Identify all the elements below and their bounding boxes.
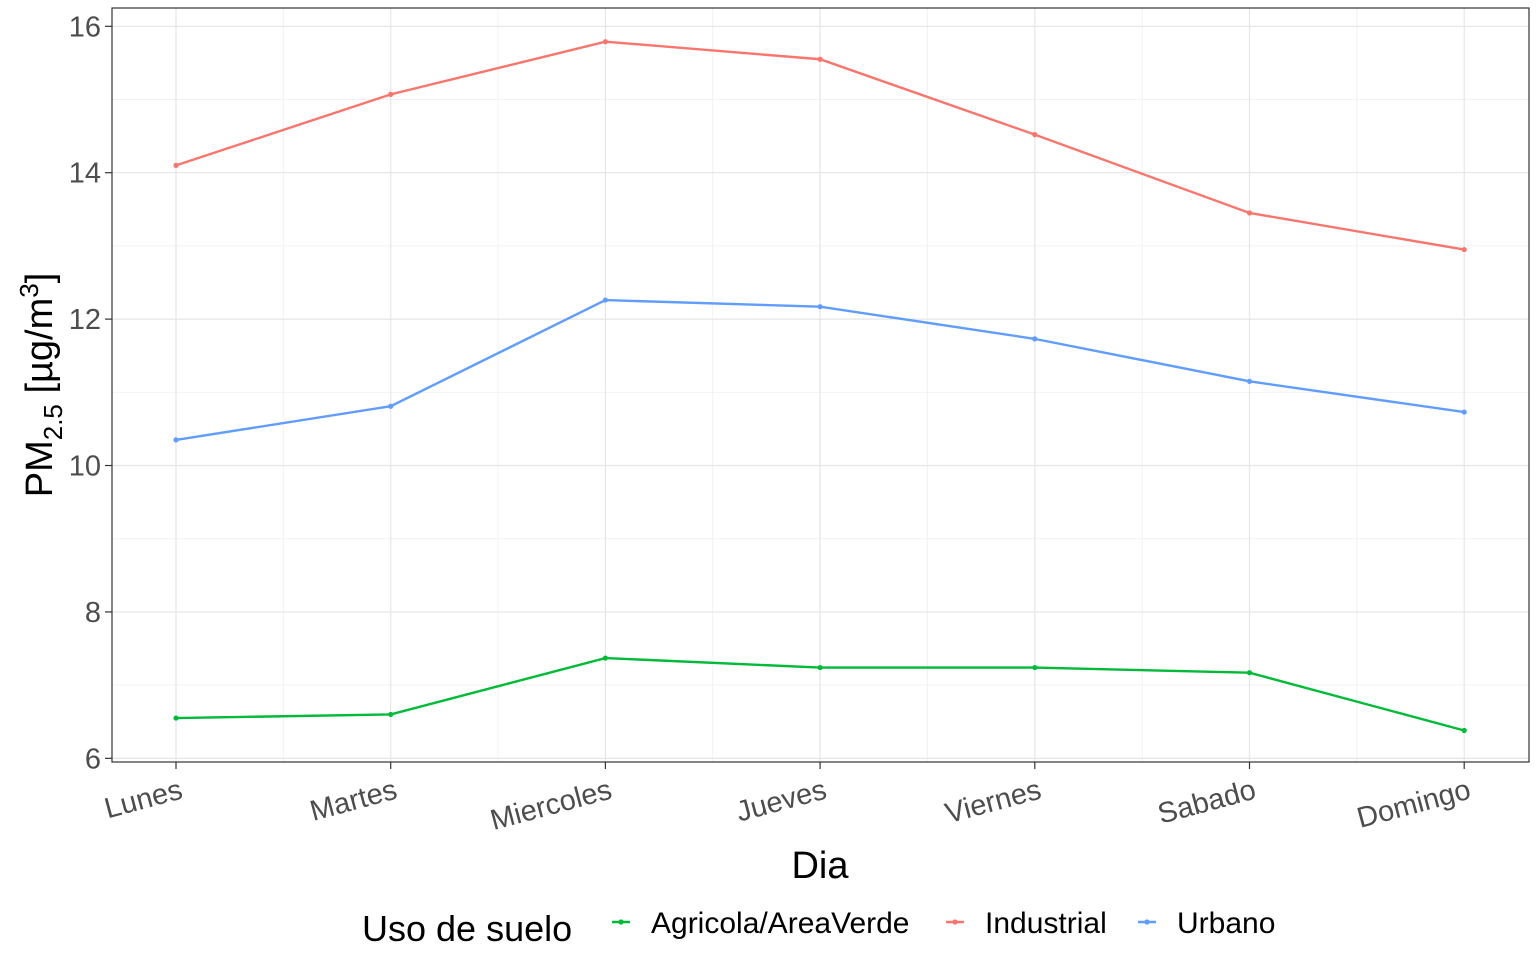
data-point-urbano xyxy=(1461,409,1467,415)
data-point-industrial xyxy=(173,162,179,168)
legend-label-industrial: Industrial xyxy=(985,907,1107,940)
x-tick-label: Sabado xyxy=(1154,774,1259,831)
x-tick-label: Domingo xyxy=(1354,774,1474,835)
data-point-industrial xyxy=(1461,246,1467,253)
x-tick-label: Jueves xyxy=(733,774,830,829)
data-point-urbano xyxy=(1032,336,1038,342)
legend-label-agricola-areaverde: Agricola/AreaVerde xyxy=(651,907,910,940)
x-axis-title: Dia xyxy=(791,845,849,887)
x-tick-label: Viernes xyxy=(942,774,1045,830)
x-axis: Lunes Martes Miercoles Jueves Viernes Sabado D… xyxy=(101,762,1474,837)
y-tick-label: 10 xyxy=(69,451,101,483)
data-point-industrial xyxy=(602,39,609,45)
legend-key-point-industrial xyxy=(952,919,958,925)
y-axis-title-main: PM xyxy=(19,440,61,497)
data-point-agricola-areaverde xyxy=(602,655,609,661)
data-point-urbano xyxy=(817,304,823,310)
legend-key-point-agricola-areaverde xyxy=(618,919,624,925)
y-axis-title-superscript: 3 xyxy=(14,283,44,297)
data-point-urbano xyxy=(173,437,179,443)
data-point-agricola-areaverde xyxy=(173,715,179,721)
data-point-agricola-areaverde xyxy=(1032,664,1038,671)
data-point-urbano xyxy=(388,403,394,409)
y-tick-label: 16 xyxy=(69,11,101,43)
x-tick-label: Miercoles xyxy=(487,774,615,837)
data-point-urbano xyxy=(602,297,609,303)
x-tick-label: Lunes xyxy=(101,774,186,825)
data-point-agricola-areaverde xyxy=(1461,727,1467,734)
y-axis-title-unit-close: ] xyxy=(19,273,61,284)
data-point-industrial xyxy=(817,56,823,62)
y-axis-title: PM2.5 [µg/m3] xyxy=(14,273,68,498)
data-point-urbano xyxy=(1246,378,1253,384)
data-point-industrial xyxy=(1032,132,1038,138)
data-point-agricola-areaverde xyxy=(388,711,394,718)
y-tick-label: 6 xyxy=(85,743,101,775)
x-tick-label: Martes xyxy=(307,774,401,828)
data-point-agricola-areaverde xyxy=(1246,670,1253,676)
data-point-industrial xyxy=(388,91,394,97)
legend-label-urbano: Urbano xyxy=(1177,907,1275,940)
legend-title: Uso de suelo xyxy=(362,908,572,949)
y-axis-title-subscript: 2.5 xyxy=(38,404,68,440)
y-axis-title-unit: [µg/m xyxy=(19,298,61,404)
data-point-agricola-areaverde xyxy=(817,664,823,671)
data-point-industrial xyxy=(1246,210,1253,216)
major-gridlines xyxy=(112,8,1529,762)
y-tick-label: 12 xyxy=(69,304,101,336)
legend: Uso de suelo Agricola/AreaVerde Industria… xyxy=(362,907,1275,949)
legend-key-point-urbano xyxy=(1144,919,1150,925)
y-tick-label: 8 xyxy=(85,597,101,629)
y-tick-label: 14 xyxy=(69,158,101,190)
y-axis: 6 8 10 12 14 16 xyxy=(69,11,112,775)
series-layer xyxy=(173,39,1467,734)
